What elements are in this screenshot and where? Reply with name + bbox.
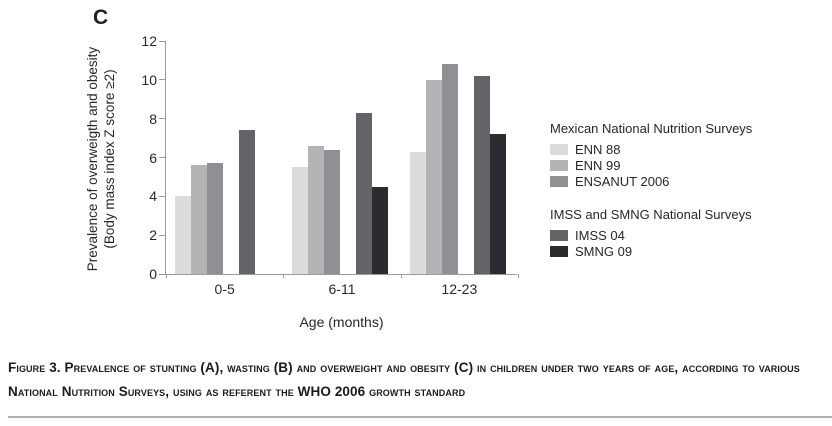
y-tick-label-8: 8 bbox=[149, 110, 157, 127]
legend-swatch-smng-09 bbox=[550, 245, 568, 257]
x-category-label-6-11: 6-11 bbox=[328, 281, 356, 297]
y-tick-6 bbox=[159, 157, 166, 158]
legend-swatch-enn-88 bbox=[550, 143, 568, 155]
legend-item-smng-09: SMNG 09 bbox=[550, 243, 752, 259]
bar-ensanut-2006-6-11 bbox=[324, 150, 341, 274]
y-tick-2 bbox=[159, 234, 166, 236]
legend-group-spacer bbox=[550, 189, 752, 207]
bar-smng-09-12-23 bbox=[489, 134, 506, 274]
y-tick-4 bbox=[159, 195, 166, 197]
legend-item-ensanut-2006: ENSANUT 2006 bbox=[550, 173, 752, 189]
legend-label-imss-04: IMSS 04 bbox=[575, 227, 625, 243]
x-category-label-0-5: 0-5 bbox=[214, 281, 235, 297]
legend-swatch-enn-99 bbox=[550, 159, 568, 171]
y-axis-title: Prevalence of overweigth and obesity (Bo… bbox=[84, 29, 120, 289]
bar-ensanut-2006-0-5 bbox=[207, 163, 223, 274]
panel-label-c: C bbox=[93, 6, 109, 29]
y-tick-label-4: 4 bbox=[149, 188, 157, 205]
y-tick-label-2: 2 bbox=[149, 227, 157, 244]
y-axis-title-line2: (Body mass index Z score ≥2) bbox=[102, 69, 117, 249]
bar-enn-99-0-5 bbox=[191, 165, 207, 274]
x-tick-3 bbox=[518, 274, 519, 278]
legend-item-enn-88: ENN 88 bbox=[550, 141, 752, 157]
bar-group-6-11 bbox=[292, 113, 389, 274]
x-category-label-12-23: 12-23 bbox=[441, 281, 478, 297]
legend-swatch-imss-04 bbox=[550, 229, 568, 241]
bar-enn-99-12-23 bbox=[425, 80, 442, 274]
legend-label-smng-09: SMNG 09 bbox=[575, 243, 633, 259]
bottom-rule bbox=[8, 416, 832, 418]
bar-imss-04-12-23 bbox=[473, 76, 490, 274]
y-tick-label-6: 6 bbox=[149, 149, 157, 166]
bar-enn-88-12-23 bbox=[409, 152, 426, 274]
y-tick-10 bbox=[159, 79, 166, 81]
bar-imss-04-6-11 bbox=[356, 113, 373, 274]
x-tick-1 bbox=[283, 274, 285, 278]
bar-enn-88-6-11 bbox=[292, 167, 309, 274]
y-tick-label-0: 0 bbox=[149, 266, 157, 282]
legend-item-enn-99: ENN 99 bbox=[550, 157, 752, 173]
bar-group-0-5 bbox=[175, 130, 271, 274]
legend: Mexican National Nutrition Surveys ENN 88… bbox=[550, 121, 752, 259]
y-tick-12 bbox=[159, 40, 166, 42]
x-tick-0 bbox=[166, 274, 167, 278]
plot-area: Age (months) 0 2 4 6 8 10 12 0-5 6-11 12-23 bbox=[141, 33, 519, 330]
bar-imss-04-0-5 bbox=[239, 130, 255, 274]
x-axis-title: Age (months) bbox=[299, 314, 384, 330]
legend-heading-0: Mexican National Nutrition Surveys bbox=[550, 121, 753, 136]
legend-label-enn-99: ENN 99 bbox=[575, 157, 621, 173]
x-tick-2 bbox=[400, 274, 402, 278]
y-axis-title-line1: Prevalence of overweigth and obesity bbox=[85, 46, 100, 272]
y-tick-label-12: 12 bbox=[141, 33, 157, 49]
legend-label-enn-88: ENN 88 bbox=[575, 141, 621, 157]
y-tick-0 bbox=[159, 273, 166, 275]
bar-group-12-23 bbox=[409, 64, 506, 274]
legend-item-imss-04: IMSS 04 bbox=[550, 227, 752, 243]
legend-swatch-ensanut-2006 bbox=[550, 175, 568, 187]
bar-smng-09-6-11 bbox=[372, 187, 389, 274]
legend-heading-1: IMSS and SMNG National Surveys bbox=[550, 207, 752, 222]
y-tick-label-10: 10 bbox=[141, 71, 157, 88]
bar-enn-88-0-5 bbox=[175, 196, 191, 274]
y-tick-8 bbox=[159, 118, 166, 120]
legend-label-ensanut-2006: ENSANUT 2006 bbox=[575, 173, 670, 189]
bar-enn-99-6-11 bbox=[308, 146, 325, 274]
bar-ensanut-2006-12-23 bbox=[441, 64, 458, 274]
figure-caption: Figure 3. Prevalence of stunting (A), wa… bbox=[8, 360, 800, 399]
